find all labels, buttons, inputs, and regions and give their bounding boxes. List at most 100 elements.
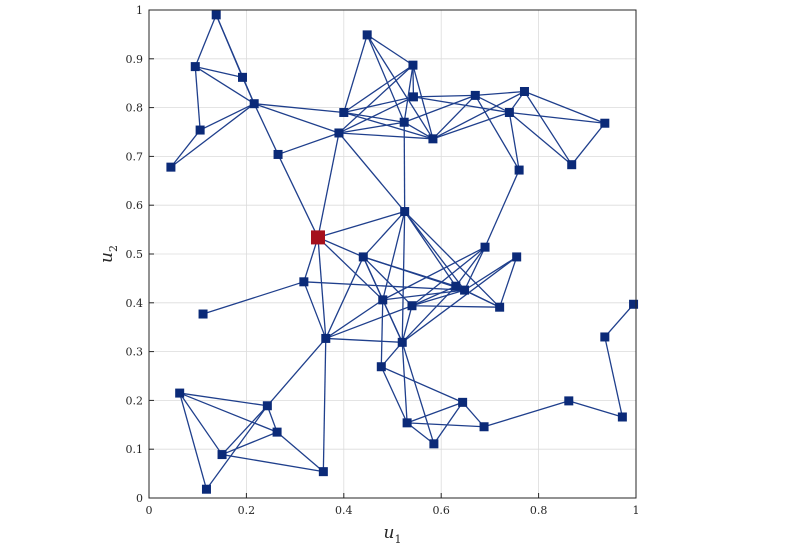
- graph-node: [519, 86, 529, 96]
- graph-edge: [303, 281, 465, 291]
- graph-edge: [221, 405, 268, 456]
- graph-edge: [407, 422, 485, 428]
- graph-edge: [382, 211, 406, 301]
- y-axis-label-subscript: 2: [107, 245, 120, 252]
- graph-edge: [403, 65, 414, 123]
- graph-edge: [179, 392, 208, 490]
- graph-node: [470, 90, 480, 100]
- graph-edge: [411, 305, 500, 308]
- x-tick-label: 1: [633, 504, 640, 517]
- graph-edge: [508, 111, 573, 166]
- graph-edge: [362, 211, 406, 258]
- graph-edge: [404, 211, 501, 308]
- graph-node: [428, 134, 438, 144]
- axis-ticks: [148, 9, 637, 499]
- y-tick-label: 0.5: [126, 248, 144, 261]
- graph-edge: [464, 289, 500, 308]
- graph-node: [362, 30, 372, 40]
- graph-node: [217, 450, 227, 460]
- graph-edge: [401, 342, 408, 423]
- graph-edge: [338, 132, 433, 140]
- x-tick-label: 0.2: [238, 504, 256, 517]
- y-tick-label: 0: [136, 492, 143, 505]
- y-tick-label: 0.6: [126, 199, 144, 212]
- graph-edge: [433, 401, 464, 445]
- graph-edge: [455, 246, 486, 287]
- graph-edge: [499, 256, 518, 308]
- graph-edge: [338, 132, 406, 212]
- graph-edge: [195, 65, 243, 78]
- graph-edge: [411, 285, 457, 307]
- graph-edge: [199, 103, 255, 131]
- graph-node: [321, 333, 331, 343]
- graph-edge: [277, 154, 319, 238]
- graph-node: [564, 396, 574, 406]
- graph-node: [211, 10, 221, 20]
- graph-edge: [266, 337, 327, 407]
- graph-edge: [403, 94, 476, 123]
- graph-edge: [568, 400, 623, 418]
- x-tick-label: 0: [146, 504, 153, 517]
- graph-edge: [343, 96, 414, 114]
- graph-edge: [404, 211, 466, 291]
- graph-edge: [179, 392, 223, 455]
- graph-node: [358, 252, 368, 262]
- graph-node: [479, 422, 489, 432]
- graph-edge: [404, 211, 457, 287]
- x-axis-label-subscript: 1: [394, 533, 401, 546]
- y-axis-label: u2: [97, 245, 120, 263]
- y-tick-label: 0.1: [126, 443, 144, 456]
- graph-edge: [412, 64, 434, 140]
- graph-node: [600, 332, 610, 342]
- graph-edge: [401, 256, 518, 343]
- graph-node: [458, 397, 468, 407]
- x-tick-label: 0.4: [335, 504, 353, 517]
- graph-edge: [317, 236, 384, 301]
- graph-node: [408, 92, 418, 102]
- x-axis-label-main: u: [384, 523, 395, 543]
- graph-edge: [303, 281, 327, 339]
- graph-edge: [194, 66, 255, 105]
- graph-nodes: [166, 10, 639, 494]
- graph-edge: [254, 103, 344, 114]
- y-tick-label: 0.7: [126, 150, 144, 163]
- graph-edge: [411, 289, 465, 307]
- graph-node: [334, 128, 344, 138]
- graph-edge: [382, 246, 486, 301]
- y-tick-labels: 0 0.1 0.2 0.3 0.4 0.5 0.6 0.7 0.8 0.9 1: [126, 4, 144, 505]
- graph-edge: [524, 90, 606, 124]
- graph-edge: [338, 64, 414, 134]
- graph-edge: [508, 112, 520, 171]
- graph-edge: [604, 303, 635, 338]
- graph-node: [339, 107, 349, 117]
- graph-edge: [303, 237, 319, 283]
- x-tick-label: 0.8: [530, 504, 548, 517]
- graph-node: [299, 277, 309, 287]
- graph-node: [629, 299, 639, 309]
- graph-edge: [325, 256, 364, 339]
- graph-edge: [380, 366, 408, 424]
- graph-edge: [366, 34, 405, 123]
- graph-edge: [194, 14, 217, 67]
- graph-edge: [253, 103, 340, 134]
- graph-edge: [202, 281, 305, 315]
- graph-edge: [170, 103, 255, 168]
- x-tick-label: 0.6: [432, 504, 450, 517]
- graph-edge: [432, 90, 525, 140]
- graph-edge: [253, 103, 279, 155]
- graph-node: [402, 418, 412, 428]
- graph-node: [504, 107, 514, 117]
- graph-node: [249, 99, 259, 109]
- graph-edge: [382, 299, 403, 343]
- graph-edge: [343, 111, 434, 140]
- graph-edge: [317, 237, 327, 339]
- graph-node: [166, 162, 176, 172]
- y-tick-label: 0.2: [126, 394, 144, 407]
- graph-node: [617, 412, 627, 422]
- graph-edge: [338, 121, 405, 134]
- x-axis-label: u1: [384, 523, 402, 546]
- graph-edge: [401, 211, 406, 343]
- y-tick-label: 0.3: [126, 346, 144, 359]
- graph-node: [460, 285, 470, 295]
